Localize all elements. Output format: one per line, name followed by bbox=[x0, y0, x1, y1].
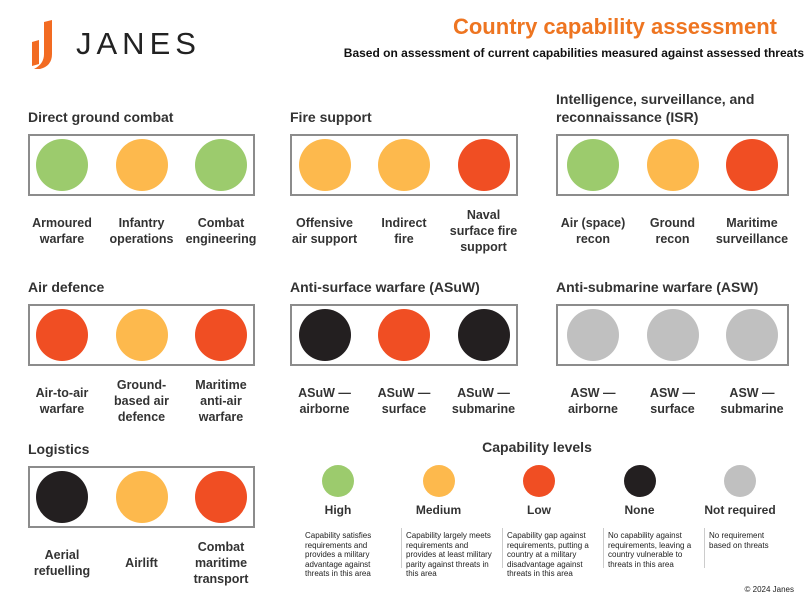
capability-label: ASuW — airborne bbox=[298, 386, 351, 416]
separator bbox=[704, 528, 705, 568]
capability-label: Combat maritime transport bbox=[193, 540, 249, 586]
capability-label: Maritime surveillance bbox=[715, 216, 789, 246]
panel-box bbox=[290, 134, 518, 196]
level-circle bbox=[115, 139, 168, 191]
legend-circle bbox=[724, 465, 756, 497]
level-circle bbox=[36, 471, 88, 523]
panel-box bbox=[28, 304, 255, 366]
level-circle bbox=[195, 309, 247, 361]
level-circle bbox=[298, 139, 351, 191]
capability-label: ASuW — surface bbox=[377, 386, 431, 416]
legend-description: No capability against requirements, leav… bbox=[608, 531, 692, 569]
subtitle: Based on assessment of current capabilit… bbox=[343, 46, 804, 60]
panel-title: Air defence bbox=[28, 279, 105, 295]
legend-name: Low bbox=[527, 503, 551, 517]
panel-title: Anti-submarine warfare (ASW) bbox=[556, 279, 759, 295]
legend-title: Capability levels bbox=[482, 439, 592, 455]
capability-label: Air (space) recon bbox=[560, 216, 626, 246]
level-circle bbox=[646, 309, 699, 361]
legend-circle bbox=[523, 465, 555, 497]
capability-label: ASW — airborne bbox=[567, 386, 618, 416]
legend-circle bbox=[623, 465, 656, 497]
capability-label: Air-to-air warfare bbox=[35, 386, 89, 416]
capability-label: Ground- based air defence bbox=[114, 378, 169, 424]
level-circle bbox=[378, 139, 430, 191]
level-circle bbox=[726, 139, 778, 191]
panel-box bbox=[556, 134, 789, 196]
capability-label: Maritime anti-air warfare bbox=[195, 378, 247, 424]
capability-label: Offensive air support bbox=[291, 216, 358, 246]
panel-box bbox=[28, 466, 255, 528]
capability-label: Naval surface fire support bbox=[449, 208, 518, 254]
panel-title: Logistics bbox=[28, 441, 90, 457]
capability-label: Infantry operations bbox=[109, 216, 174, 246]
capability-label: ASuW — submarine bbox=[451, 386, 516, 416]
separator bbox=[603, 528, 604, 568]
level-circle bbox=[646, 139, 699, 191]
logo-text: JANES bbox=[76, 26, 201, 61]
legend-description: Capability satisfies requirements and pr… bbox=[305, 531, 372, 578]
panel-box bbox=[556, 304, 789, 366]
logo-mark bbox=[32, 20, 52, 69]
level-circle bbox=[115, 309, 168, 361]
level-circle bbox=[36, 309, 88, 361]
capability-label: Airlift bbox=[125, 556, 158, 570]
panel-title: Direct ground combat bbox=[28, 109, 174, 125]
level-circle bbox=[298, 309, 351, 361]
level-circle bbox=[195, 139, 247, 191]
legend-name: None bbox=[624, 503, 655, 517]
capability-label: Aerial refuelling bbox=[33, 548, 91, 578]
level-circle bbox=[378, 309, 430, 361]
legend-circle bbox=[422, 465, 455, 497]
legend-description: No requirement based on threats bbox=[709, 531, 769, 550]
title: Country capability assessment bbox=[452, 14, 777, 39]
level-circle bbox=[457, 309, 510, 361]
legend-name: Not required bbox=[704, 503, 776, 517]
legend-description: Capability gap against requirements, put… bbox=[507, 531, 589, 578]
level-circle bbox=[567, 309, 619, 361]
panel-box bbox=[290, 304, 518, 366]
separator bbox=[401, 528, 402, 568]
level-circle bbox=[115, 471, 168, 523]
level-circle bbox=[36, 139, 88, 191]
capability-label: Ground recon bbox=[649, 216, 696, 246]
level-circle bbox=[457, 139, 510, 191]
legend-circle bbox=[322, 465, 354, 497]
capability-label: Armoured warfare bbox=[32, 216, 92, 246]
legend-name: High bbox=[324, 503, 352, 517]
capability-label: ASW — submarine bbox=[720, 386, 784, 416]
capability-label: ASW — surface bbox=[649, 386, 696, 416]
copyright: © 2024 Janes bbox=[744, 585, 794, 594]
legend-name: Medium bbox=[415, 503, 462, 517]
capability-label: Combat engineering bbox=[185, 216, 257, 246]
panel-title: Anti-surface warfare (ASuW) bbox=[290, 279, 480, 295]
separator bbox=[502, 528, 503, 568]
panel-box bbox=[28, 134, 255, 196]
level-circle bbox=[726, 309, 778, 361]
legend-description: Capability largely meets requirements an… bbox=[406, 531, 492, 578]
level-circle bbox=[567, 139, 619, 191]
panel-title: Fire support bbox=[290, 109, 372, 125]
capability-label: Indirect fire bbox=[381, 216, 427, 246]
panel-title: Intelligence, surveillance, and reconnai… bbox=[556, 91, 755, 125]
level-circle bbox=[195, 471, 247, 523]
